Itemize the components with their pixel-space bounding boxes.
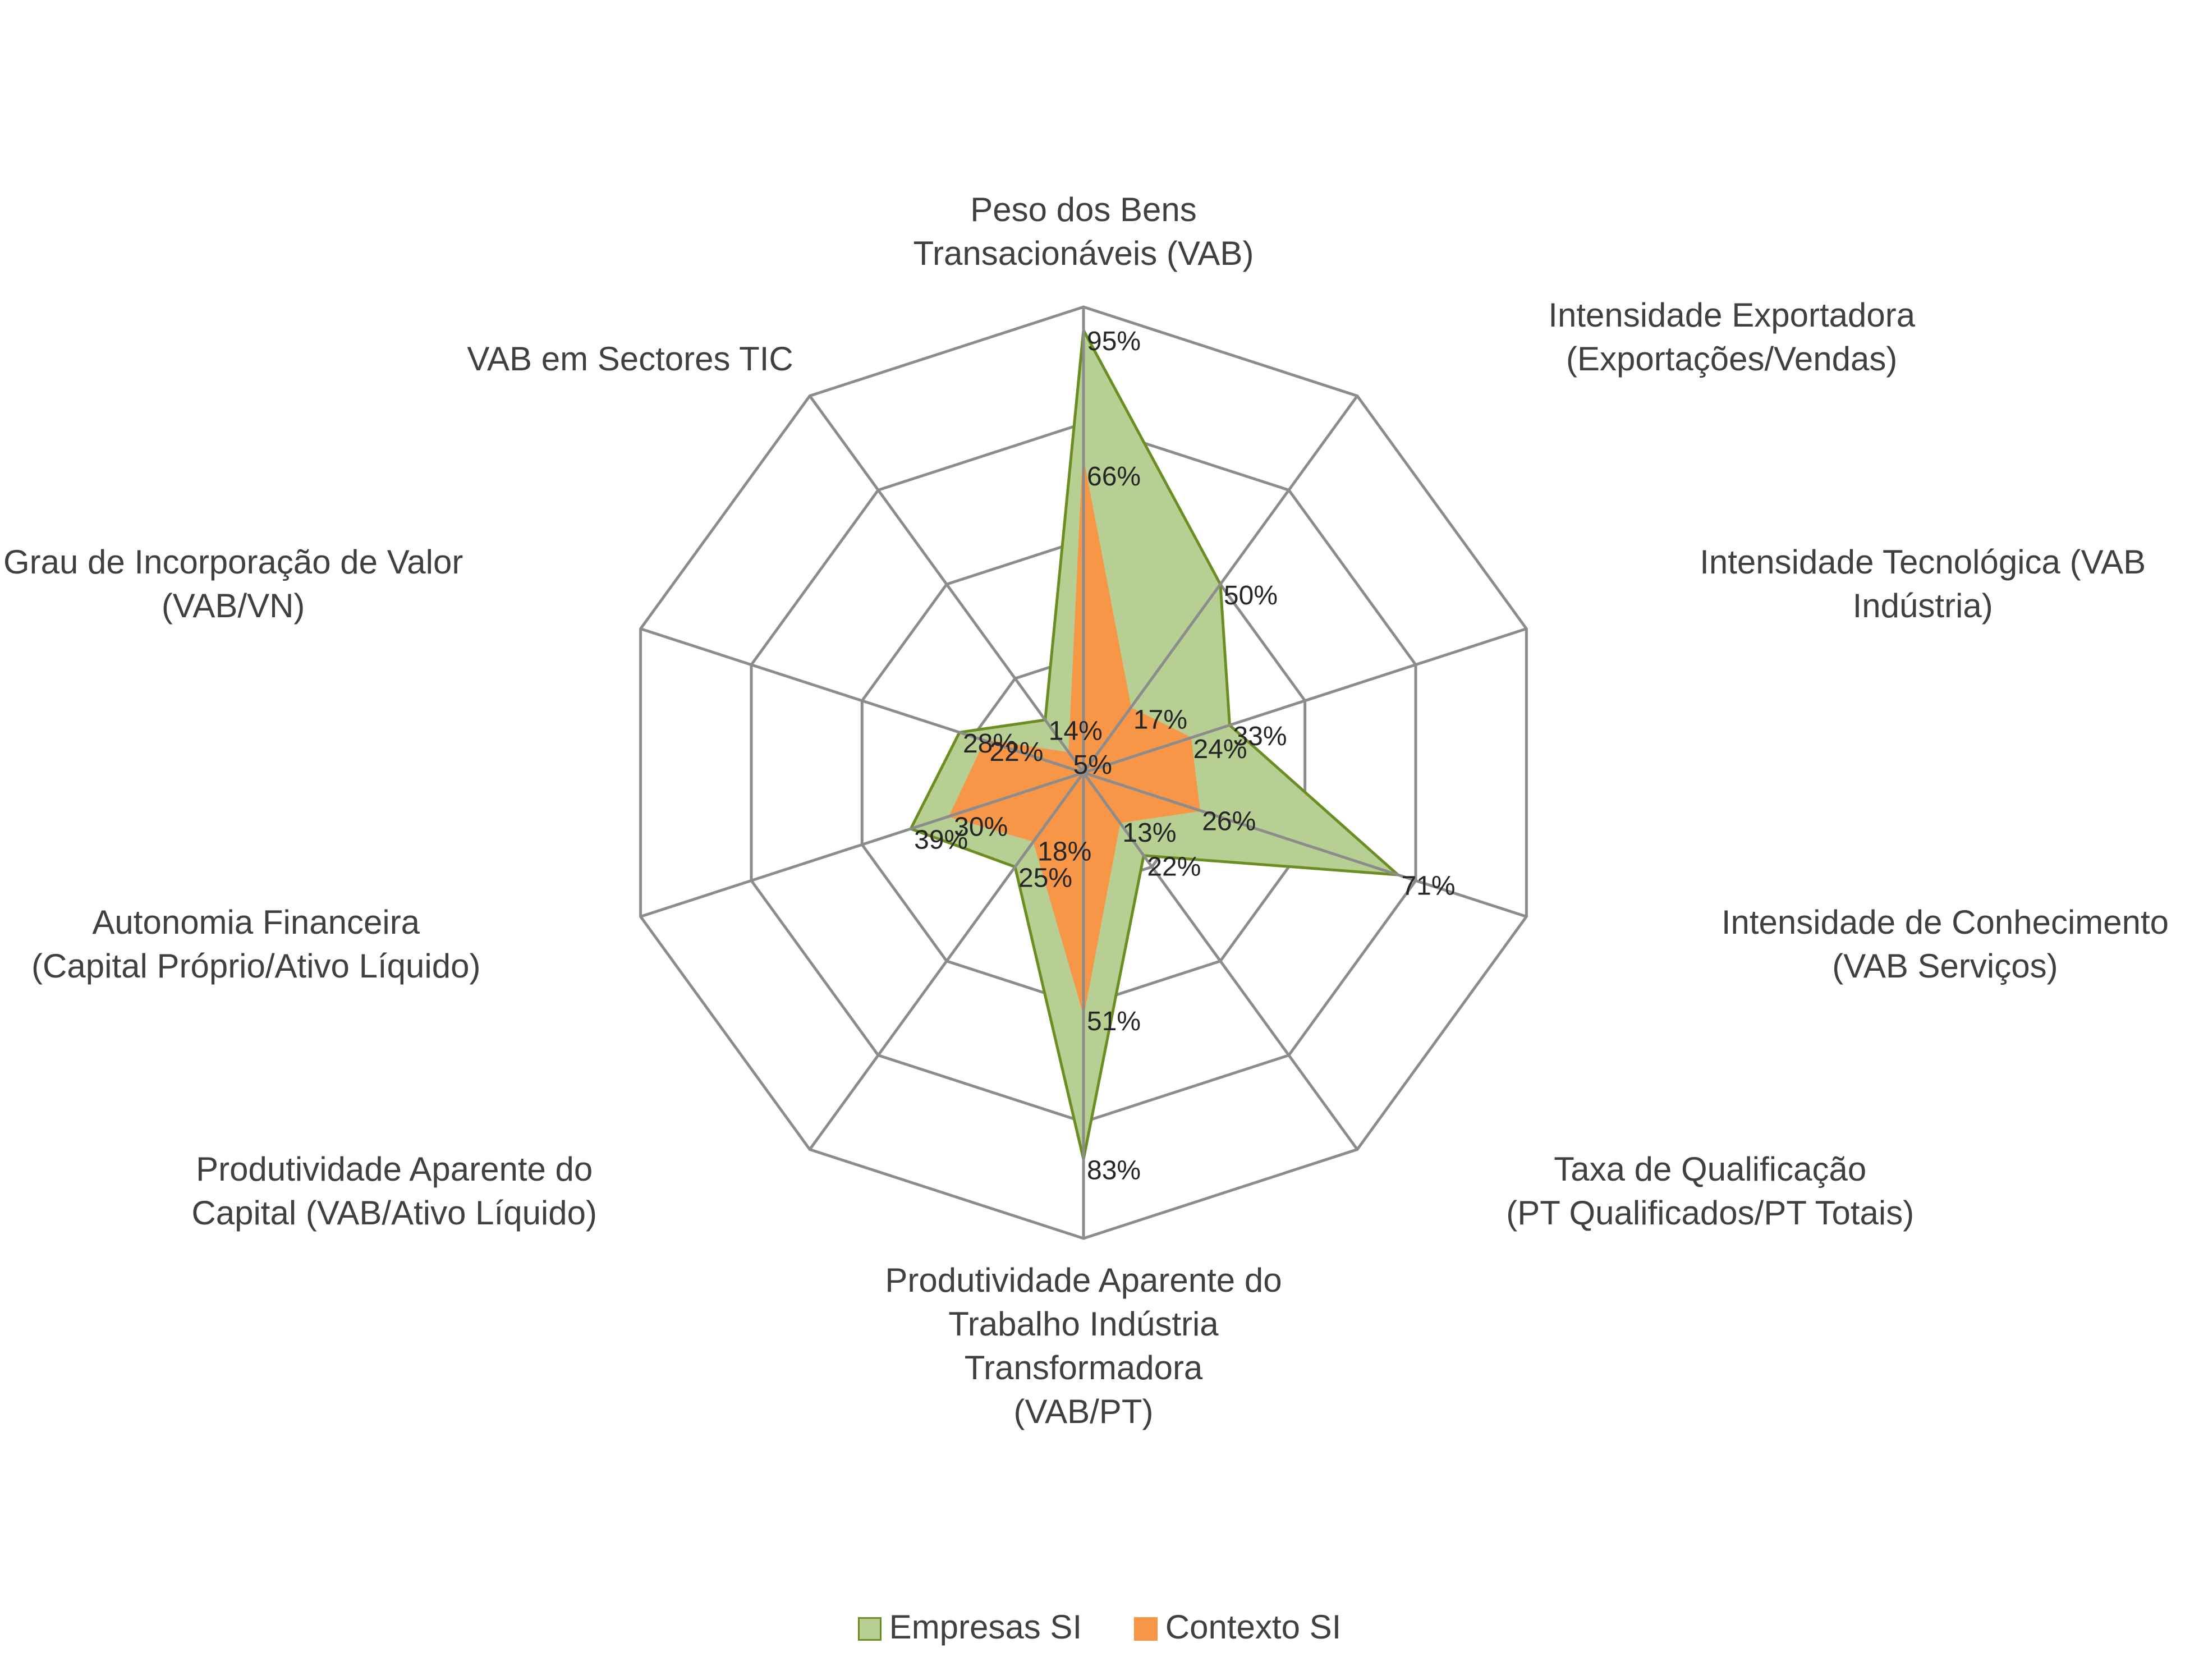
legend-swatch-empresas: [857, 1617, 882, 1641]
data-label-s0-2: 33%: [1233, 722, 1287, 751]
spoke-3: [1083, 771, 1527, 918]
axis-label-0-line-0: Peso dos Bens: [970, 191, 1197, 228]
axis-label-4-line-1: (PT Qualificados/PT Totais): [1506, 1194, 1914, 1232]
data-label-s0-7: 39%: [914, 825, 968, 855]
axis-label-4-line-0: Taxa de Qualificação: [1554, 1150, 1866, 1188]
data-labels: 95% 50% 33% 71% 22% 83% 25% 39% 28% 14% 66% 17%24% 2…: [914, 327, 1455, 1185]
axis-label-5-line-1: Trabalho Indústria: [948, 1305, 1219, 1343]
axis-label-0-line-1: Transacionáveis (VAB): [913, 235, 1254, 272]
axis-label-5-line-0: Produtividade Aparente do: [885, 1261, 1282, 1299]
data-label-s1-2: 24%: [1193, 735, 1247, 764]
legend-item-contexto: Contexto SI: [1133, 1608, 1342, 1646]
data-label-s1-7: 30%: [954, 813, 1008, 842]
spoke-2: [1083, 627, 1527, 774]
axis-label-8-line-0: Grau de Incorporação de Valor: [3, 543, 463, 581]
axis-label-3-line-1: (VAB Serviços): [1832, 947, 2058, 985]
data-label-s1-3: 26%: [1202, 806, 1256, 836]
axis-label-5-line-2: Transformadora: [965, 1349, 1203, 1387]
axis-label-7-line-1: (Capital Próprio/Ativo Líquido): [31, 947, 480, 985]
data-label-s1-8: 22%: [989, 737, 1043, 767]
spoke-9: [809, 395, 1085, 774]
axis-label-3-line-0: Intensidade de Conhecimento: [1721, 903, 2169, 941]
axis-label-1-line-0: Intensidade Exportadora: [1548, 296, 1915, 334]
axis-label-3: Intensidade de Conhecimento (VAB Serviços…: [1721, 903, 2169, 985]
data-label-s1-5: 51%: [1087, 1007, 1141, 1036]
axis-label-8: Grau de Incorporação de Valor (VAB/VN): [3, 543, 463, 625]
data-label-s1-9: 5%: [1073, 750, 1112, 780]
axis-label-2-line-1: Indústria): [1853, 587, 1993, 625]
data-label-s0-8: 28%: [963, 729, 1017, 759]
axis-label-1: Intensidade Exportadora (Exportações/Vend…: [1548, 296, 1915, 378]
data-label-s1-0: 66%: [1087, 462, 1141, 492]
data-label-s0-9: 14%: [1049, 717, 1103, 746]
data-label-s0-6: 25%: [1018, 863, 1072, 893]
spoke-8: [640, 627, 1084, 774]
axis-labels: Peso dos Bens Transacionáveis (VAB) Intens…: [3, 191, 2169, 1430]
legend-label-contexto: Contexto SI: [1165, 1608, 1342, 1646]
data-label-s0-4: 22%: [1147, 852, 1201, 882]
data-label-s1-6: 18%: [1037, 837, 1091, 866]
data-label-s0-5: 83%: [1087, 1155, 1141, 1185]
axis-label-6-line-1: Capital (VAB/Ativo Líquido): [191, 1194, 597, 1232]
axis-label-6: Produtividade Aparente do Capital (VAB/At…: [191, 1150, 597, 1232]
legend-label-empresas: Empresas SI: [889, 1608, 1082, 1646]
axis-label-1-line-1: (Exportações/Vendas): [1566, 340, 1897, 378]
axis-label-8-line-1: (VAB/VN): [162, 587, 305, 625]
spoke-7: [640, 771, 1084, 918]
legend-swatch-contexto: [1133, 1617, 1158, 1641]
axis-label-5: Produtividade Aparente do Trabalho Indúst…: [885, 1261, 1282, 1430]
data-label-s0-1: 50%: [1224, 581, 1278, 611]
axis-label-5-line-3: (VAB/PT): [1014, 1393, 1154, 1430]
axis-label-2: Intensidade Tecnológica (VAB Indústria): [1700, 543, 2146, 625]
data-label-s0-0: 95%: [1087, 327, 1141, 356]
data-label-s1-4: 13%: [1122, 818, 1176, 848]
axis-label-9-line-0: VAB em Sectores TIC: [467, 340, 793, 378]
legend: Empresas SI Contexto SI: [0, 1608, 2199, 1646]
legend-item-empresas: Empresas SI: [857, 1608, 1082, 1646]
axis-label-0: Peso dos Bens Transacionáveis (VAB): [913, 191, 1254, 272]
spoke-1: [1082, 395, 1358, 774]
axis-label-9: VAB em Sectores TIC: [467, 340, 793, 378]
data-label-s1-1: 17%: [1133, 705, 1187, 735]
data-label-s0-3: 71%: [1401, 871, 1455, 901]
axis-label-7: Autonomia Financeira (Capital Próprio/Ati…: [31, 903, 480, 985]
spoke-6: [809, 772, 1085, 1150]
axis-label-2-line-0: Intensidade Tecnológica (VAB: [1700, 543, 2146, 581]
axis-label-4: Taxa de Qualificação (PT Qualificados/PT …: [1506, 1150, 1914, 1232]
axis-label-7-line-0: Autonomia Financeira: [92, 903, 420, 941]
axis-label-6-line-0: Produtividade Aparente do: [196, 1150, 593, 1188]
spoke-4: [1082, 772, 1358, 1150]
